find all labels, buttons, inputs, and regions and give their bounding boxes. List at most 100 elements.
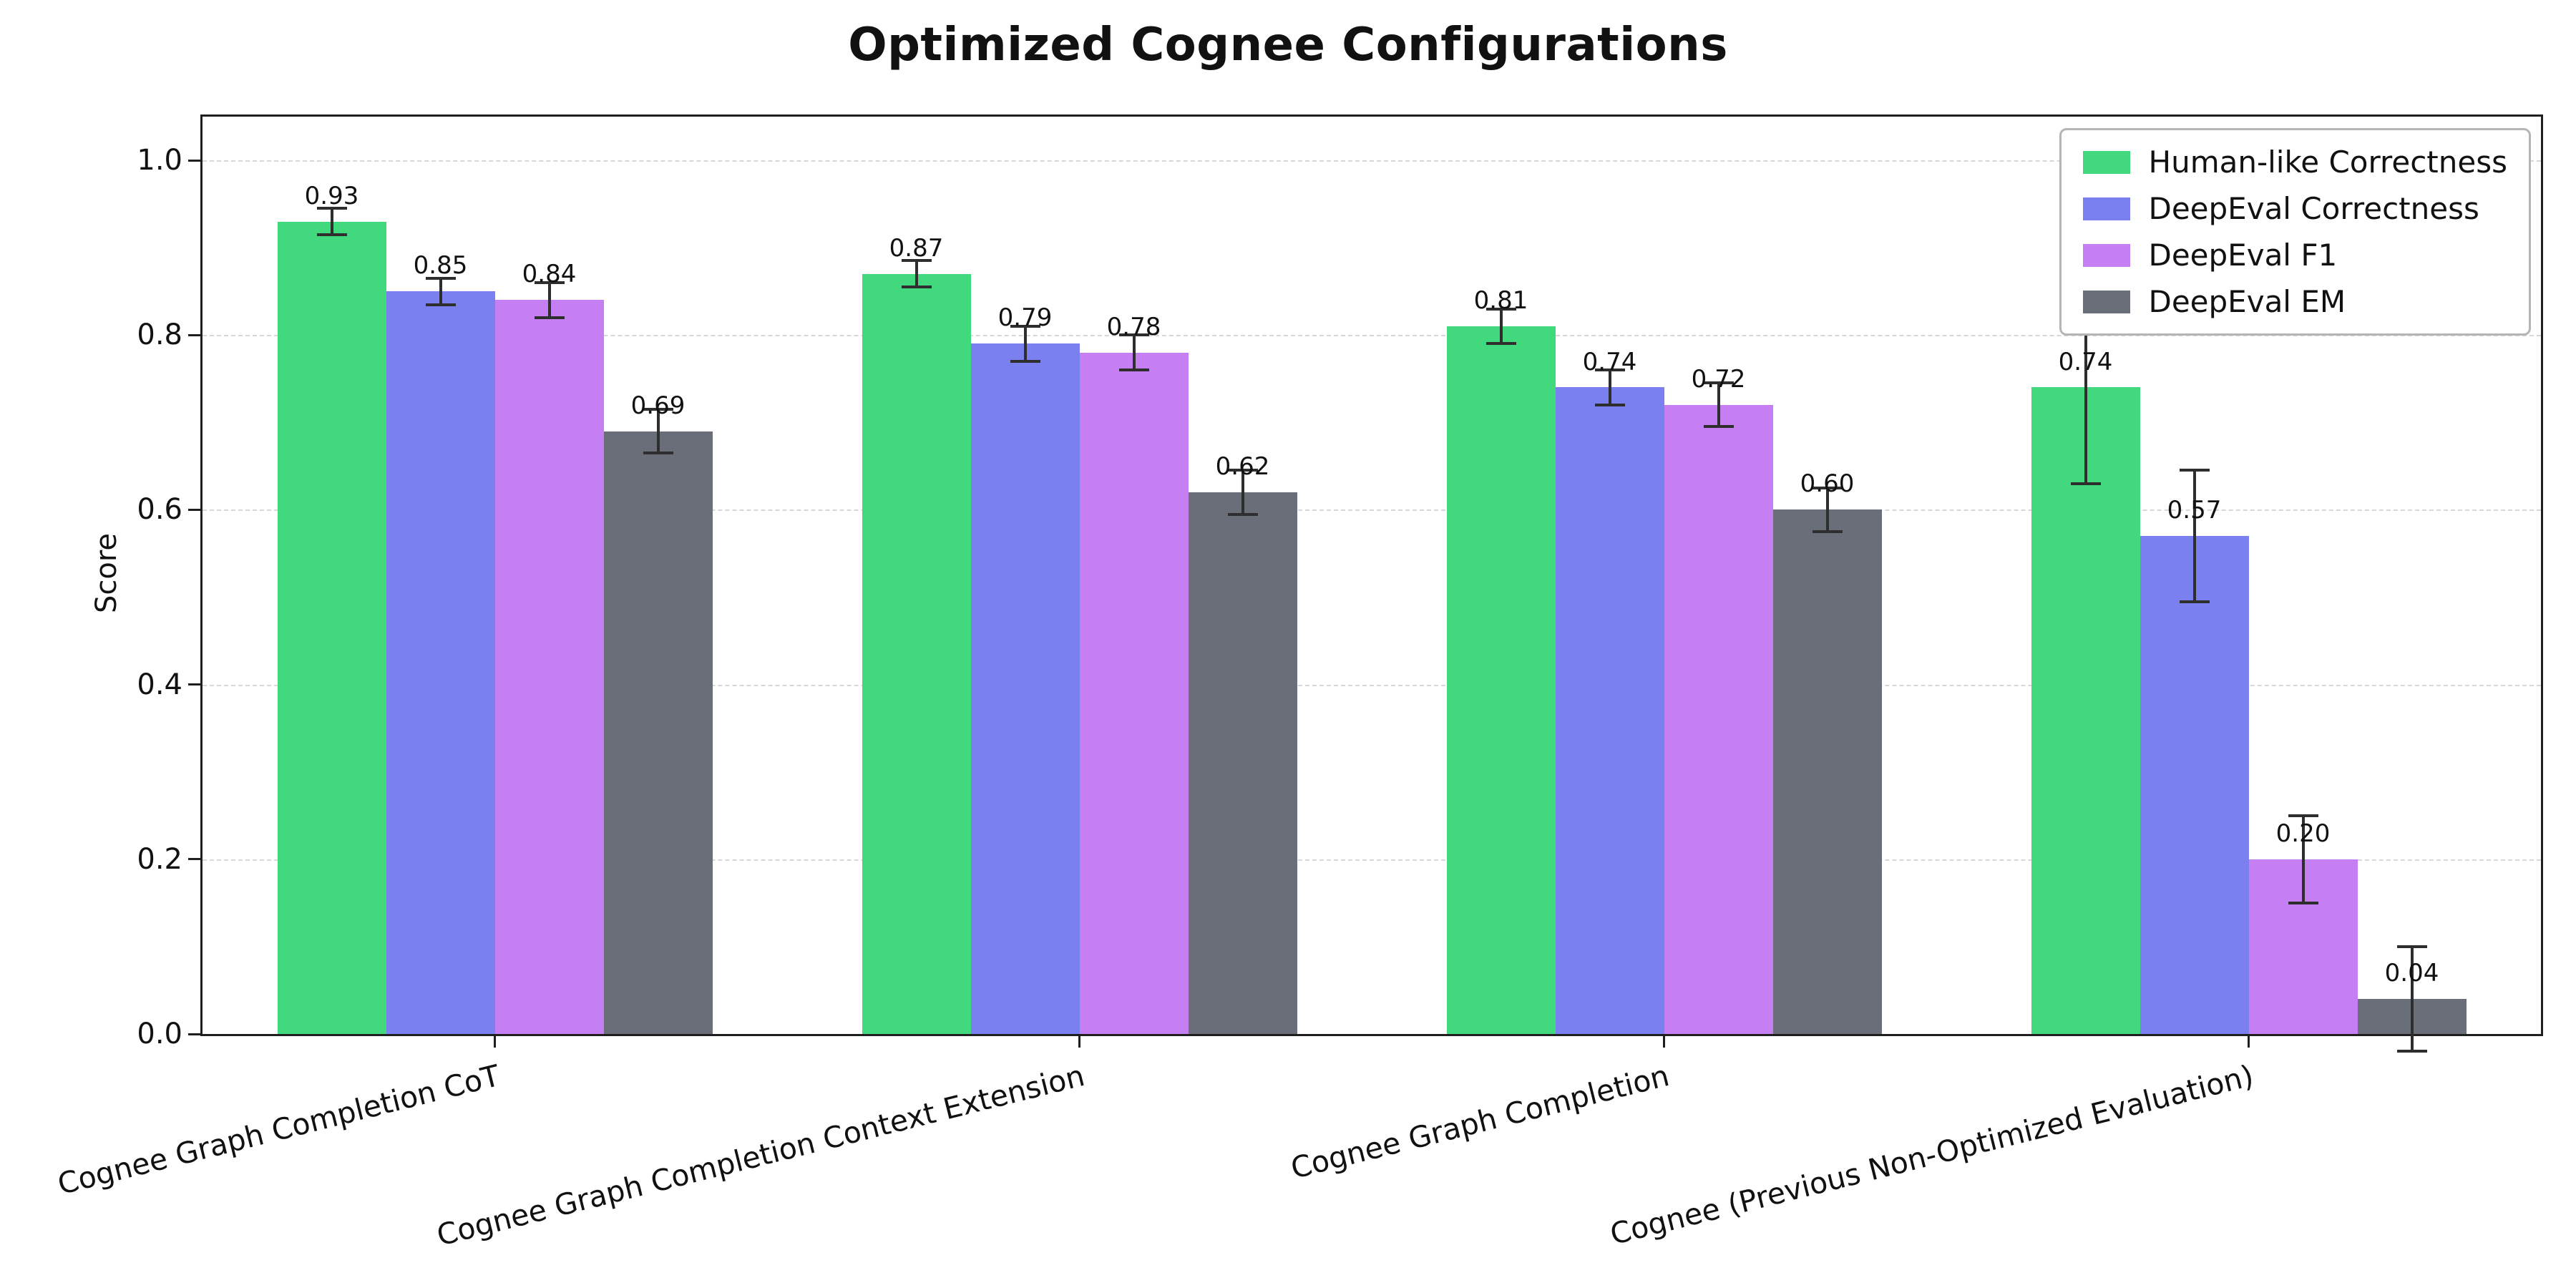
error-bar-cap <box>2179 469 2210 472</box>
legend-item: Human-like Correctness <box>2082 145 2508 180</box>
legend-item-label: Human-like Correctness <box>2148 145 2508 180</box>
chart-title: Optimized Cognee Configurations <box>848 19 1728 72</box>
bar-value-label: 0.78 <box>1106 312 1161 341</box>
error-bar-cap <box>2070 482 2101 485</box>
error-bar <box>2410 946 2414 1052</box>
y-tick-mark <box>188 858 200 861</box>
error-bar-cap <box>1703 381 1734 385</box>
x-tick-label: Cognee (Previous Non-Optimized Evaluatio… <box>1606 1058 2258 1252</box>
error-bar <box>1241 470 1244 514</box>
plot-area: Human-like Correctness DeepEval Correctne… <box>54 114 2543 1253</box>
error-bar-cap <box>1485 307 1516 311</box>
error-bar <box>1717 383 1720 427</box>
bar <box>862 273 971 1034</box>
y-tick-mark <box>188 1033 200 1035</box>
legend-item: DeepEval EM <box>2082 284 2508 319</box>
error-bar-cap <box>425 276 456 280</box>
error-bar-cap <box>1485 342 1516 346</box>
error-bar-cap <box>2179 600 2210 603</box>
gridline <box>203 160 2541 162</box>
bar <box>1079 352 1189 1034</box>
bar <box>1772 509 1882 1034</box>
y-axis-label: Score <box>90 532 123 614</box>
error-bar <box>1825 487 1829 532</box>
error-bar-cap <box>1118 333 1149 337</box>
error-bar <box>2192 470 2196 602</box>
error-bar-cap <box>1118 369 1149 372</box>
bar-value-label: 0.69 <box>630 391 686 420</box>
bar <box>1446 326 1556 1034</box>
error-bar-cap <box>901 286 932 289</box>
bar <box>2140 536 2249 1034</box>
bar-value-label: 0.85 <box>413 251 468 280</box>
bar-value-label: 0.04 <box>2384 959 2439 988</box>
y-tick-mark <box>188 159 200 162</box>
legend: Human-like Correctness DeepEval Correctne… <box>2059 128 2531 336</box>
bar <box>2031 387 2140 1034</box>
y-tick-mark <box>188 508 200 511</box>
bar-value-label: 0.84 <box>522 260 577 289</box>
y-tick-label: 1.0 <box>137 144 182 177</box>
error-bar-cap <box>2396 1050 2427 1053</box>
x-tick-mark <box>1078 1036 1080 1048</box>
x-tick-mark <box>2248 1036 2250 1048</box>
error-bar <box>1132 335 1136 371</box>
error-bar-cap <box>1703 425 1734 429</box>
error-bar-cap <box>1594 403 1625 406</box>
error-bar-cap <box>643 408 673 411</box>
gridline <box>203 335 2541 337</box>
error-bar <box>547 282 551 318</box>
error-bar-cap <box>1812 530 1843 533</box>
error-bar <box>1608 370 1611 405</box>
error-bar <box>1499 308 1503 344</box>
error-bar-cap <box>1227 512 1258 516</box>
bar-value-label: 0.62 <box>1215 452 1270 482</box>
x-tick-mark <box>1663 1036 1665 1048</box>
bar-value-label: 0.81 <box>1473 286 1528 316</box>
bar <box>1188 492 1297 1034</box>
legend-item: DeepEval F1 <box>2082 238 2508 273</box>
error-bar <box>2301 815 2305 903</box>
x-tick-label: Cognee Graph Completion CoT <box>54 1058 504 1202</box>
error-bar-cap <box>1010 325 1040 328</box>
bar-value-label: 0.20 <box>2275 819 2331 848</box>
error-bar-cap <box>2288 901 2318 904</box>
error-bar-cap <box>643 452 673 455</box>
legend-swatch <box>2082 150 2130 174</box>
error-bar-cap <box>316 207 347 210</box>
gridline <box>203 684 2541 686</box>
y-tick-label: 0.6 <box>137 493 182 527</box>
bar <box>494 300 604 1034</box>
bar <box>970 343 1080 1034</box>
bar <box>386 291 495 1034</box>
y-tick-label: 0.8 <box>137 318 182 352</box>
bar-value-label: 0.60 <box>1800 469 1855 499</box>
error-bar <box>914 260 918 288</box>
legend-item-label: DeepEval Correctness <box>2148 191 2479 226</box>
y-tick-label: 0.4 <box>137 668 182 701</box>
bar <box>603 431 713 1034</box>
legend-swatch <box>2082 197 2130 220</box>
bar-value-label: 0.74 <box>2058 347 2113 376</box>
x-tick-label: Cognee Graph Completion <box>1287 1058 1673 1186</box>
legend-item: DeepEval Correctness <box>2082 191 2508 226</box>
error-bar-cap <box>2288 814 2318 817</box>
bar <box>1555 387 1664 1034</box>
bar-value-label: 0.74 <box>1582 347 1637 376</box>
gridline <box>203 859 2541 861</box>
error-bar-cap <box>1227 469 1258 472</box>
error-bar-cap <box>1594 369 1625 372</box>
bar-value-label: 0.72 <box>1691 364 1746 394</box>
error-bar <box>330 208 333 235</box>
error-bar-cap <box>316 233 347 236</box>
y-tick-mark <box>188 683 200 686</box>
error-bar <box>2084 291 2087 484</box>
error-bar-cap <box>534 280 565 284</box>
legend-swatch <box>2082 243 2130 267</box>
error-bar <box>1023 326 1027 361</box>
gridline <box>203 509 2541 512</box>
y-tick-label: 0.0 <box>137 1018 182 1050</box>
error-bar <box>656 409 660 454</box>
bar-value-label: 0.87 <box>889 233 944 263</box>
